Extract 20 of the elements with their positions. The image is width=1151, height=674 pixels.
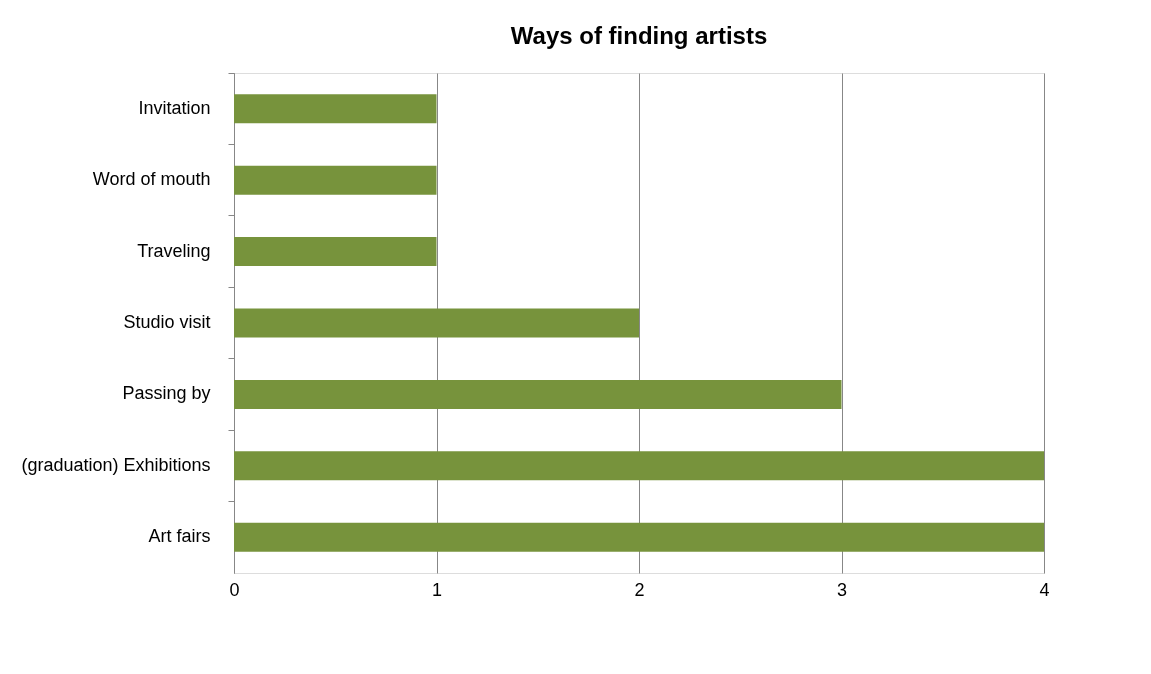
x-tick-label: 3: [836, 579, 848, 600]
x-tick-label: 4: [1039, 579, 1050, 600]
y-tick-label: (graduation) Exhibitions: [21, 454, 211, 475]
bar: [234, 165, 437, 195]
x-tick-label: 2: [634, 579, 645, 600]
y-tick-label: Word of mouth: [92, 169, 211, 190]
y-tick-label: Invitation: [138, 97, 211, 118]
bar: [234, 522, 1044, 552]
bar: [234, 237, 437, 267]
y-tick-label: Traveling: [137, 240, 211, 261]
y-tick-label: Passing by: [122, 383, 211, 404]
y-tick-label: Studio visit: [123, 312, 211, 332]
y-tick-label: Art fairs: [148, 526, 211, 547]
bar: [234, 379, 842, 409]
chart-title: Ways of finding artists: [510, 21, 768, 49]
bar: [234, 308, 639, 338]
x-tick-label: 1: [431, 579, 443, 600]
bar: [234, 451, 1044, 481]
x-tick-label: 0: [229, 579, 240, 600]
bar: [234, 94, 437, 124]
